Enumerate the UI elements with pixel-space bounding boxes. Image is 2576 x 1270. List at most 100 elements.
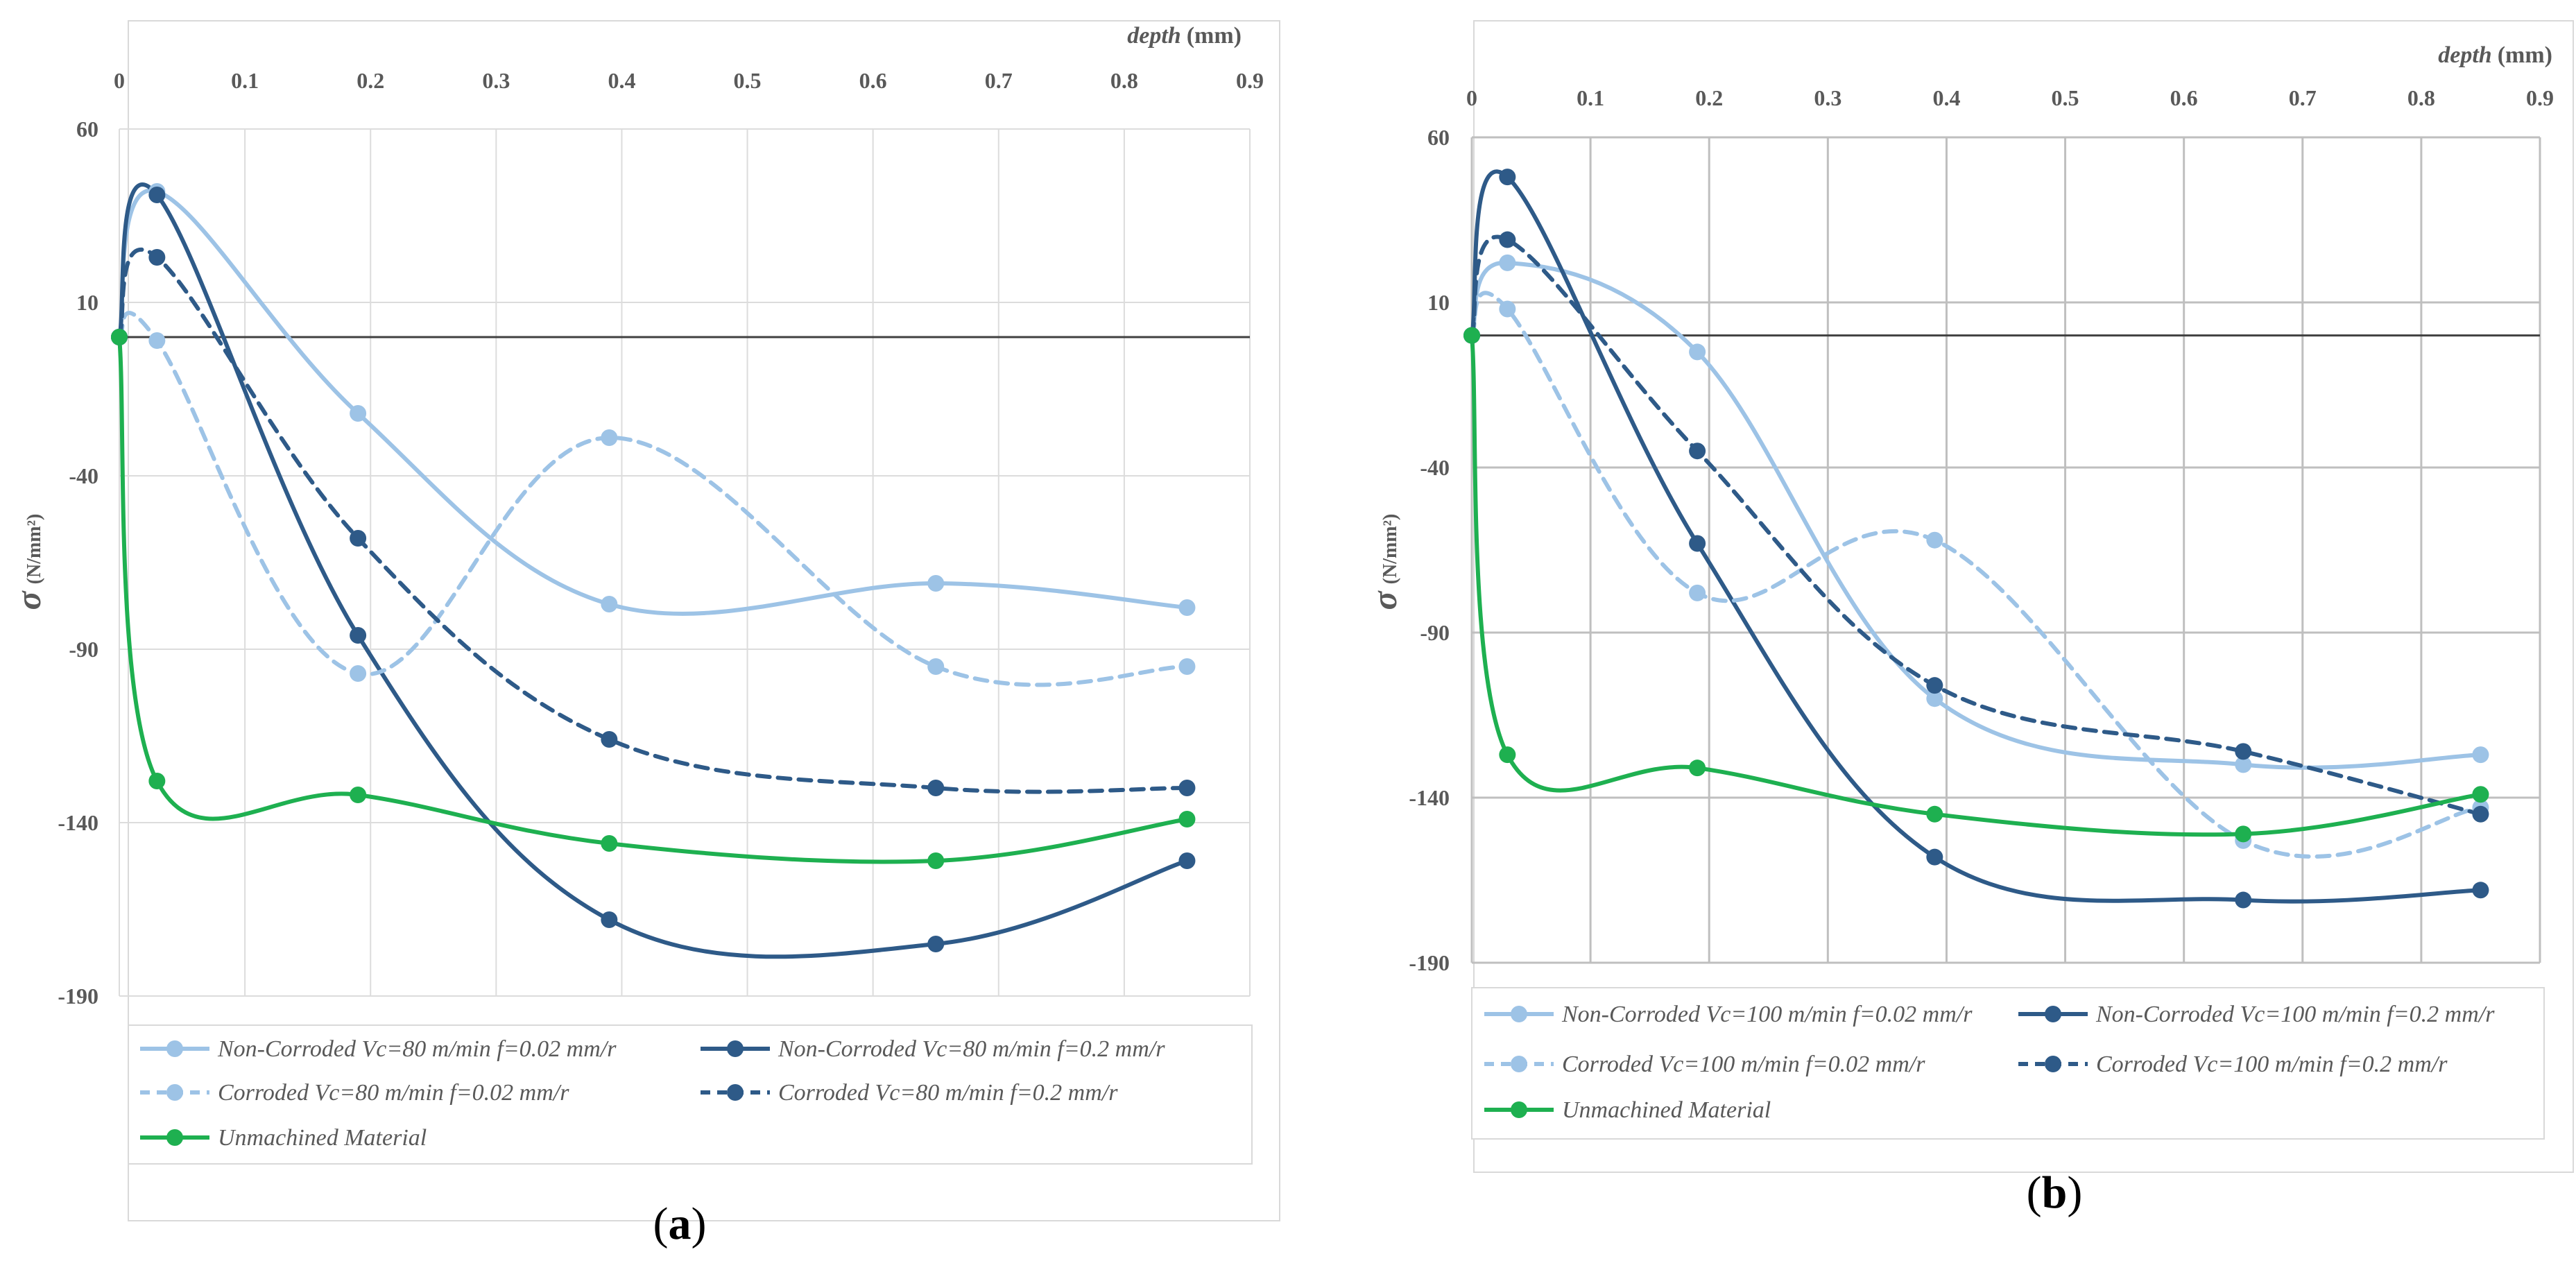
series-1-point (1178, 599, 1196, 616)
x-tick-label: 0.4 (608, 68, 635, 93)
x-tick-label: 0.6 (859, 68, 887, 93)
series-2-point (927, 936, 945, 952)
series-2-point (1689, 535, 1706, 552)
legend-label: Non-Corroded Vc=80 m/min f=0.2 mm/r (778, 1036, 1165, 1062)
x-tick-label: 0.5 (734, 68, 762, 93)
series-4-point (1926, 677, 1943, 694)
y-tick-label: -40 (69, 463, 98, 488)
y-tick-label: -90 (1420, 620, 1450, 645)
y-tick-label: -190 (58, 984, 98, 1009)
series-1-point (1499, 254, 1516, 271)
y-axis-symbol: σ (9, 590, 48, 610)
series-line-5 (117, 335, 1190, 864)
x-tick-label: 0.6 (2170, 85, 2198, 110)
series-1-point (601, 596, 618, 612)
x-tick-label: 0.7 (985, 68, 1013, 93)
chart-frame (128, 20, 1280, 1221)
legend-label: Corroded Vc=100 m/min f=0.02 mm/r (1562, 1052, 1925, 1077)
x-tick-label: 0.1 (231, 68, 259, 93)
series-line-3 (1470, 291, 2483, 859)
legend-swatch-marker (2045, 1006, 2061, 1022)
x-tick-label: 0.4 (1932, 85, 1960, 110)
panel-label-paren-close: ) (692, 1199, 707, 1249)
y-tick-label: -190 (1409, 950, 1450, 975)
legend-swatch-marker (1511, 1056, 1527, 1072)
series-4-point (1689, 443, 1706, 460)
legend-swatch-marker (2045, 1056, 2061, 1072)
legend-label: Non-Corroded Vc=100 m/min f=0.02 mm/r (1561, 1002, 1973, 1027)
x-tick-label: 0.8 (2407, 85, 2435, 110)
x-tick-label: 0.3 (1814, 85, 1841, 110)
series-4-point (927, 780, 945, 796)
chart-panel-b: 60 10 -40 -90 -140 -190 0 0.1 0.2 0.3 0.4 0.5 0.6 0.7… (1365, 20, 2574, 1218)
x-axis-name: depth (1127, 23, 1180, 49)
x-tick-label: 0.1 (1577, 85, 1604, 110)
panel-label: (a) (653, 1199, 707, 1249)
y-axis-unit: (N/mm²) (24, 514, 45, 585)
y-tick-label: 10 (1427, 290, 1450, 315)
series-2-point (350, 627, 367, 644)
x-axis-name: depth (2438, 42, 2491, 68)
panel-label-paren-open: ( (2027, 1167, 2042, 1218)
x-tick-label: 0 (1466, 85, 1477, 110)
series-3-point (1926, 531, 1943, 549)
legend-label: Corroded Vc=100 m/min f=0.2 mm/r (2096, 1052, 2448, 1077)
y-tick-label: -140 (1409, 785, 1450, 810)
series-3-point (1689, 584, 1706, 601)
series-3-point (1499, 300, 1516, 318)
series-5-point (2472, 786, 2489, 803)
series-5-point (2235, 825, 2252, 843)
x-axis-unit: (mm) (2498, 42, 2552, 68)
series-2-point (1926, 848, 1943, 866)
series-5-point (1178, 811, 1196, 827)
x-tick-label: 0 (114, 68, 125, 93)
legend-swatch-marker (1511, 1101, 1527, 1118)
series-3-point (350, 665, 367, 682)
panel-label-letter: b (2042, 1167, 2068, 1218)
chart-panel-a: 60 10 -40 -90 -140 -190 0 0.1 0.2 0.3 0.4 0.5 0.6 0.7… (9, 20, 1280, 1249)
y-tick-label: 60 (1427, 125, 1450, 150)
y-tick-label: 60 (76, 117, 98, 141)
series-2-point (601, 911, 618, 928)
series-1-point (2235, 756, 2252, 773)
legend-label: Corroded Vc=80 m/min f=0.02 mm/r (218, 1080, 569, 1106)
series-2-point (1499, 169, 1516, 186)
y-tick-label: 10 (76, 290, 98, 315)
x-axis-title: depth (mm) (2438, 42, 2552, 68)
y-axis-title: σ (N/mm²) (9, 514, 48, 610)
series-4-point (1499, 231, 1516, 248)
x-tick-label: 0.3 (482, 68, 510, 93)
x-tick-label: 0.7 (2289, 85, 2317, 110)
series-2-point (148, 187, 166, 203)
series-2-point (2472, 882, 2489, 899)
x-tick-label: 0.5 (2052, 85, 2079, 110)
legend-label: Corroded Vc=80 m/min f=0.2 mm/r (778, 1080, 1118, 1106)
x-tick-label: 0.2 (1695, 85, 1723, 110)
legend-label: Unmachined Material (1562, 1097, 1771, 1123)
series-5-point (1926, 805, 1943, 823)
y-tick-label: -140 (58, 810, 98, 835)
legend-box (128, 1024, 1253, 1165)
y-tick-label: -90 (69, 637, 98, 662)
series-3-point (601, 429, 618, 446)
legend-swatch-marker (727, 1084, 744, 1101)
series-1-point (2472, 746, 2489, 764)
x-axis-unit: (mm) (1187, 23, 1242, 49)
series-2-point (2235, 891, 2252, 909)
panel-label-paren-close: ) (2067, 1167, 2082, 1218)
series-5-point (111, 329, 128, 345)
series-5-point (350, 787, 367, 803)
legend-box (1471, 987, 2545, 1140)
panel-label-paren-open: ( (653, 1199, 669, 1249)
series-4-point (148, 249, 166, 266)
series-5-point (1689, 760, 1706, 777)
y-axis-symbol: σ (1365, 590, 1404, 610)
series-line-3 (117, 311, 1190, 687)
y-axis-unit: (N/mm²) (1380, 514, 1401, 585)
legend-swatch-marker (1511, 1006, 1527, 1022)
series-5-point (601, 835, 618, 852)
x-axis-title: depth (mm) (1127, 23, 1242, 49)
legend-label: Unmachined Material (218, 1125, 427, 1151)
x-tick-label: 0.9 (1236, 68, 1264, 93)
